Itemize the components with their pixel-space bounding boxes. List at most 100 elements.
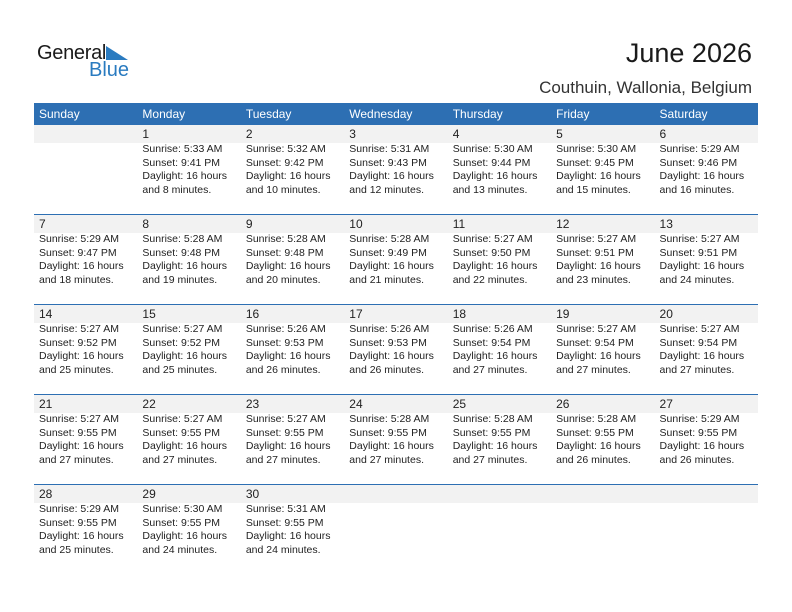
weekday-header: Sunday Monday Tuesday Wednesday Thursday Frid… <box>34 103 758 125</box>
daylight-minutes: and 26 minutes. <box>349 363 424 376</box>
daylight-minutes: and 20 minutes. <box>245 273 321 286</box>
daylight-minutes: and 23 minutes. <box>556 273 631 286</box>
day-number: 4 <box>452 127 460 141</box>
sunrise-text: Sunrise: 5:27 AM <box>39 323 119 335</box>
daylight-text: Daylight: 16 hours <box>245 260 331 272</box>
sunset-text: Sunset: 9:54 PM <box>452 336 531 349</box>
day-cell: 10 Sunrise: 5:28 AM Sunset: 9:49 PM Dayligh… <box>344 215 447 305</box>
weekday-wednesday: Wednesday <box>349 107 413 121</box>
sunset-text: Sunset: 9:52 PM <box>142 336 221 349</box>
logo-general: General <box>37 42 107 64</box>
sunrise-text: Sunrise: 5:30 AM <box>142 503 223 515</box>
sunset-text: Sunset: 9:46 PM <box>659 156 738 169</box>
daylight-minutes: and 27 minutes. <box>245 453 321 466</box>
daylight-minutes: and 27 minutes. <box>39 453 114 466</box>
daylight-minutes: and 27 minutes. <box>142 453 218 466</box>
location: Couthuin, Wallonia, Belgium <box>539 78 752 97</box>
date-band <box>34 305 758 323</box>
daylight-text: Daylight: 16 hours <box>39 260 124 272</box>
day-number: 25 <box>452 397 467 411</box>
day-cell: 23 Sunrise: 5:27 AM Sunset: 9:55 PM Dayligh… <box>241 395 344 485</box>
sunset-text: Sunset: 9:42 PM <box>245 156 324 169</box>
logo-blue: Blue <box>89 59 130 81</box>
daylight-minutes: and 27 minutes. <box>556 363 631 376</box>
day-number: 1 <box>142 127 150 141</box>
day-cell: 12 Sunrise: 5:27 AM Sunset: 9:51 PM Dayligh… <box>551 215 654 305</box>
date-band <box>34 125 758 143</box>
sunset-text: Sunset: 9:51 PM <box>659 246 738 259</box>
sunset-text: Sunset: 9:55 PM <box>142 426 221 439</box>
day-number: 10 <box>349 217 363 231</box>
sunrise-text: Sunrise: 5:30 AM <box>556 143 637 155</box>
daylight-text: Daylight: 16 hours <box>452 260 538 272</box>
day-number: 12 <box>556 217 570 231</box>
empty-cell <box>655 485 758 575</box>
day-cell: 28 Sunrise: 5:29 AM Sunset: 9:55 PM Dayligh… <box>34 485 137 575</box>
day-number: 8 <box>142 217 150 231</box>
day-number: 16 <box>245 307 260 321</box>
daylight-text: Daylight: 16 hours <box>349 440 434 452</box>
day-cell: 30 Sunrise: 5:31 AM Sunset: 9:55 PM Dayligh… <box>241 485 344 575</box>
day-cell: 14 Sunrise: 5:27 AM Sunset: 9:52 PM Dayligh… <box>34 305 137 395</box>
day-number: 15 <box>142 307 156 321</box>
daylight-text: Daylight: 16 hours <box>245 350 331 362</box>
sunrise-text: Sunrise: 5:28 AM <box>556 413 637 425</box>
sunrise-text: Sunrise: 5:27 AM <box>556 233 637 245</box>
day-cell: 15 Sunrise: 5:27 AM Sunset: 9:52 PM Dayligh… <box>137 305 240 395</box>
day-cell: 3 Sunrise: 5:31 AM Sunset: 9:43 PM Daylight… <box>344 125 447 215</box>
weekday-sunday: Sunday <box>39 107 80 121</box>
sunrise-text: Sunrise: 5:27 AM <box>142 413 223 425</box>
daylight-minutes: and 21 minutes. <box>349 273 424 286</box>
empty-cell <box>551 485 654 575</box>
daylight-text: Daylight: 16 hours <box>39 440 124 452</box>
day-number: 22 <box>142 397 156 411</box>
day-cell: 8 Sunrise: 5:28 AM Sunset: 9:48 PM Daylight… <box>137 215 240 305</box>
sunset-text: Sunset: 9:55 PM <box>245 516 324 529</box>
sunset-text: Sunset: 9:49 PM <box>349 246 427 259</box>
daylight-text: Daylight: 16 hours <box>349 350 434 362</box>
weekday-tuesday: Tuesday <box>245 107 292 121</box>
day-cell: 6 Sunrise: 5:29 AM Sunset: 9:46 PM Daylight… <box>655 125 758 215</box>
daylight-text: Daylight: 16 hours <box>142 530 228 542</box>
week-row: 28 Sunrise: 5:29 AM Sunset: 9:55 PM Dayligh… <box>34 484 758 575</box>
week-row: 14 Sunrise: 5:27 AM Sunset: 9:52 PM Dayligh… <box>34 304 758 395</box>
sunset-text: Sunset: 9:55 PM <box>245 426 324 439</box>
daylight-text: Daylight: 16 hours <box>39 350 124 362</box>
sunset-text: Sunset: 9:51 PM <box>556 246 634 259</box>
daylight-minutes: and 16 minutes. <box>659 183 735 196</box>
day-number: 6 <box>659 127 667 141</box>
day-number: 18 <box>452 307 467 321</box>
daylight-text: Daylight: 16 hours <box>659 260 745 272</box>
day-number: 20 <box>659 307 673 321</box>
daylight-text: Daylight: 16 hours <box>39 530 124 542</box>
daylight-text: Daylight: 16 hours <box>349 260 434 272</box>
day-number: 21 <box>39 397 53 411</box>
sunset-text: Sunset: 9:53 PM <box>245 336 324 349</box>
sunset-text: Sunset: 9:55 PM <box>349 426 427 439</box>
daylight-text: Daylight: 16 hours <box>452 170 538 182</box>
day-number: 9 <box>245 217 253 231</box>
daylight-minutes: and 27 minutes. <box>452 453 528 466</box>
daylight-text: Daylight: 16 hours <box>556 170 641 182</box>
day-number: 19 <box>556 307 570 321</box>
sunset-text: Sunset: 9:41 PM <box>142 156 221 169</box>
daylight-minutes: and 27 minutes. <box>659 363 735 376</box>
daylight-minutes: and 12 minutes. <box>349 183 424 196</box>
daylight-text: Daylight: 16 hours <box>349 170 434 182</box>
sunrise-text: Sunrise: 5:28 AM <box>349 233 430 245</box>
sunset-text: Sunset: 9:50 PM <box>452 246 531 259</box>
weekday-thursday: Thursday <box>452 107 503 121</box>
day-cell: 11 Sunrise: 5:27 AM Sunset: 9:50 PM Dayligh… <box>448 215 551 305</box>
daylight-minutes: and 26 minutes. <box>659 453 735 466</box>
daylight-text: Daylight: 16 hours <box>245 440 331 452</box>
day-cell: 18 Sunrise: 5:26 AM Sunset: 9:54 PM Dayligh… <box>448 305 551 395</box>
day-cell: 13 Sunrise: 5:27 AM Sunset: 9:51 PM Dayligh… <box>655 215 758 305</box>
day-cell: 19 Sunrise: 5:27 AM Sunset: 9:54 PM Dayligh… <box>551 305 654 395</box>
sunrise-text: Sunrise: 5:27 AM <box>659 323 740 335</box>
daylight-text: Daylight: 16 hours <box>452 350 538 362</box>
day-number: 30 <box>245 487 260 501</box>
sunrise-text: Sunrise: 5:28 AM <box>245 233 326 245</box>
sunrise-text: Sunrise: 5:27 AM <box>39 413 119 425</box>
daylight-minutes: and 10 minutes. <box>245 183 321 196</box>
daylight-minutes: and 26 minutes. <box>556 453 631 466</box>
